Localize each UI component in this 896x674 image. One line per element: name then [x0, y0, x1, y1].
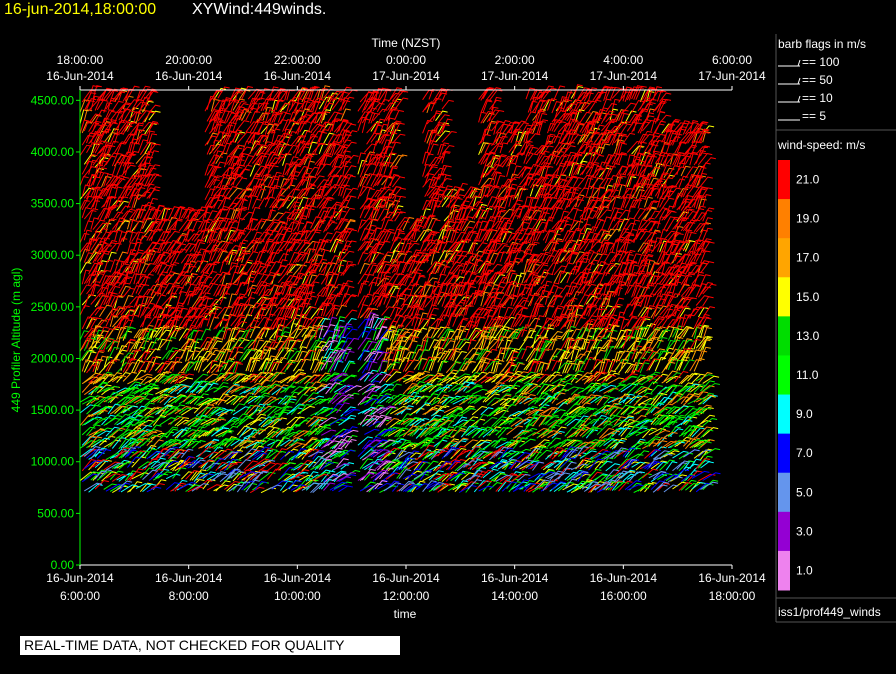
x-tick-label-date: 16-Jun-2014	[698, 571, 766, 585]
y-tick-label: 4000.00	[31, 145, 75, 159]
speed-bin-label: 3.0	[796, 524, 813, 538]
barb-legend-title: barb flags in m/s	[778, 37, 866, 51]
speed-swatch	[778, 160, 790, 200]
speed-legend-title: wind-speed: m/s	[777, 138, 865, 152]
header-product: XYWind:449winds.	[192, 1, 327, 18]
x-top-tick-label-date: 16-Jun-2014	[264, 69, 332, 83]
x-tick-label-time: 12:00:00	[383, 589, 430, 603]
x-tick-label-date: 16-Jun-2014	[264, 571, 332, 585]
speed-swatch	[778, 511, 790, 552]
x-top-tick-label-time: 4:00:00	[603, 53, 643, 67]
speed-bin-label: 15.0	[796, 290, 820, 304]
barb-flag-tick	[797, 77, 801, 85]
speed-swatch	[778, 550, 790, 591]
speed-bin-label: 13.0	[796, 329, 820, 343]
y-tick-label: 500.00	[37, 506, 74, 520]
x-top-tick-label-time: 2:00:00	[495, 53, 535, 67]
legend-panel: barb flags in m/s == 100 == 50 == 10 == 5 win…	[775, 34, 896, 623]
x-axis-title: time	[394, 607, 417, 621]
speed-swatch	[778, 316, 790, 356]
x-top-tick-label-time: 18:00:00	[57, 53, 104, 67]
speed-bin-label: 19.0	[796, 212, 820, 226]
x-top-tick-label-date: 17-Jun-2014	[698, 69, 766, 83]
x-tick-label-date: 16-Jun-2014	[46, 571, 114, 585]
barb-flag-tick	[797, 59, 801, 67]
barb-group	[83, 446, 719, 494]
x-tick-label-date: 16-Jun-2014	[590, 571, 658, 585]
speed-bin-label: 11.0	[796, 368, 819, 382]
y-tick-label: 2000.00	[31, 351, 75, 365]
speed-swatch	[778, 394, 790, 435]
x-top-tick-label-date: 16-Jun-2014	[46, 69, 114, 83]
barb-flag-label: == 100	[802, 55, 840, 69]
speed-bin-label: 5.0	[796, 485, 813, 499]
barb-flag-sample	[778, 77, 801, 85]
x-top-tick-label-date: 16-Jun-2014	[155, 69, 223, 83]
barb-group	[81, 323, 713, 385]
speed-swatch	[778, 472, 790, 513]
barb-group	[320, 312, 395, 491]
x-tick-label-date: 16-Jun-2014	[155, 571, 223, 585]
speed-swatch	[778, 355, 790, 396]
speed-bin-label: 1.0	[796, 563, 813, 577]
barb-group	[79, 84, 717, 494]
x-top-tick-label-time: 22:00:00	[274, 53, 321, 67]
wind-barbs	[79, 84, 721, 494]
x-tick-label-time: 10:00:00	[274, 589, 321, 603]
y-tick-label: 3000.00	[31, 248, 75, 262]
barb-group	[318, 313, 396, 493]
speed-swatch	[778, 433, 790, 474]
x-top-tick-label-time: 0:00:00	[386, 53, 426, 67]
speed-bin-label: 9.0	[796, 407, 813, 421]
y-tick-label: 0.00	[51, 558, 75, 572]
y-tick-label: 4500.00	[31, 93, 75, 107]
axes: 0.00 500.00 1000.00 1500.00 2000.00 2500.00 30…	[31, 53, 766, 603]
barb-flag-label: == 50	[802, 73, 833, 87]
speed-bin-label: 7.0	[796, 446, 813, 460]
y-tick-label: 2500.00	[31, 300, 75, 314]
x-tick-label-time: 16:00:00	[600, 589, 647, 603]
barb-flag-tick	[797, 95, 801, 103]
speed-swatch	[778, 277, 790, 317]
y-tick-label: 1500.00	[31, 403, 75, 417]
x-axis-top-title: Time (NZST)	[372, 36, 441, 50]
x-top-tick-label-date: 17-Jun-2014	[372, 69, 440, 83]
x-tick-label-time: 6:00:00	[60, 589, 100, 603]
qc-note: REAL-TIME DATA, NOT CHECKED FOR QUALITY	[20, 636, 400, 655]
header-datetime: 16-jun-2014,18:00:00	[4, 1, 157, 18]
x-top-tick-label-date: 17-Jun-2014	[481, 69, 549, 83]
barb-group	[81, 318, 721, 493]
x-tick-label-time: 14:00:00	[491, 589, 538, 603]
x-tick-label-time: 8:00:00	[169, 589, 209, 603]
y-tick-label: 3500.00	[31, 197, 75, 211]
x-top-tick-label-time: 20:00:00	[165, 53, 212, 67]
x-tick-label-date: 16-Jun-2014	[372, 571, 440, 585]
barb-flag-label: == 10	[802, 91, 833, 105]
x-top-tick-label-date: 17-Jun-2014	[590, 69, 658, 83]
speed-bin-label: 17.0	[796, 251, 820, 265]
speed-bin-label: 21.0	[796, 173, 820, 187]
barb-flag-label: == 5	[802, 109, 826, 123]
y-axis-title: 449 Profiler Altitude (m agl)	[9, 268, 23, 413]
speed-swatch	[778, 238, 790, 278]
y-tick-label: 1000.00	[31, 455, 75, 469]
x-tick-label-time: 18:00:00	[709, 589, 756, 603]
barb-flag-sample	[778, 59, 801, 67]
source-label: iss1/prof449_winds	[778, 605, 881, 619]
x-top-tick-label-time: 6:00:00	[712, 53, 752, 67]
speed-swatch	[778, 199, 790, 239]
barb-flag-sample	[778, 95, 801, 103]
x-tick-label-date: 16-Jun-2014	[481, 571, 549, 585]
